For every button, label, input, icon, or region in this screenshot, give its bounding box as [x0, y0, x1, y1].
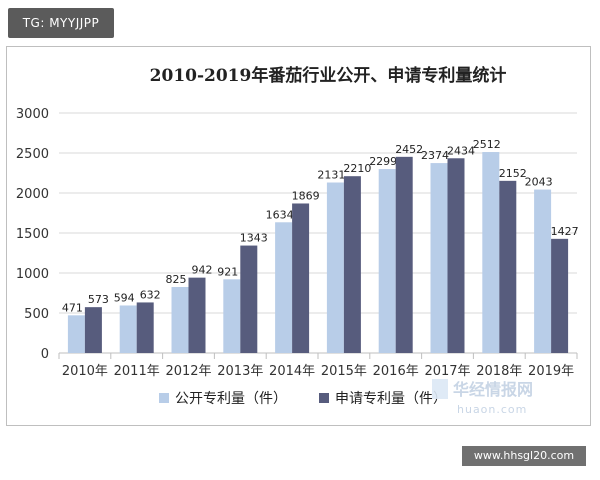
- bar-published: [171, 287, 189, 353]
- bar-applied: [84, 307, 102, 353]
- data-label: 2452: [395, 143, 423, 156]
- data-label: 2434: [447, 144, 475, 157]
- y-tick-label: 0: [41, 347, 49, 362]
- data-label: 2131: [317, 169, 345, 182]
- x-tick-label: 2019年: [528, 364, 574, 379]
- bar-published: [67, 315, 85, 353]
- watermark-tag: TG: MYYJJPP: [8, 8, 114, 38]
- data-label: 1427: [551, 225, 579, 238]
- x-tick-label: 2010年: [62, 364, 108, 379]
- bar-applied: [499, 180, 517, 353]
- data-label: 921: [217, 265, 238, 278]
- brand-watermark-url: huaon.com: [457, 403, 527, 416]
- data-label: 1634: [266, 208, 294, 221]
- brand-logo: [432, 379, 448, 399]
- bar-applied: [292, 203, 310, 353]
- bar-published: [378, 169, 396, 353]
- bar-applied: [240, 245, 258, 353]
- bar-applied: [447, 158, 465, 353]
- bar-published: [430, 163, 448, 353]
- bar-applied: [343, 176, 361, 353]
- data-label: 942: [192, 264, 213, 277]
- legend-swatch: [159, 393, 169, 403]
- data-label: 2210: [343, 162, 371, 175]
- x-tick-label: 2013年: [217, 364, 263, 379]
- data-label: 632: [140, 288, 161, 301]
- data-label: 594: [114, 291, 135, 304]
- data-label: 2043: [525, 176, 553, 189]
- bar-published: [119, 305, 137, 353]
- chart-frame: 2010-2019年番茄行业公开、申请专利量统计 0 500 1000 1500 2000…: [6, 46, 591, 426]
- site-watermark: www.hhsgl20.com: [462, 446, 586, 466]
- legend-swatch: [319, 393, 329, 403]
- bar-published: [534, 189, 552, 353]
- bar-applied: [136, 302, 154, 353]
- y-tick-label: 3000: [16, 107, 49, 122]
- y-tick-label: 1500: [16, 227, 49, 242]
- y-tick-label: 2500: [16, 147, 49, 162]
- bar-published: [223, 279, 241, 353]
- x-tick-label: 2012年: [165, 364, 211, 379]
- data-label: 471: [62, 301, 83, 314]
- bar-published: [482, 152, 500, 353]
- brand-watermark: 华经情报网: [453, 380, 533, 399]
- x-tick-label: 2016年: [373, 364, 419, 379]
- y-tick-label: 500: [24, 307, 49, 322]
- data-label: 2512: [473, 138, 501, 151]
- data-label: 825: [166, 273, 187, 286]
- data-label: 1343: [240, 232, 268, 245]
- x-tick-label: 2017年: [424, 364, 470, 379]
- y-tick-label: 1000: [16, 267, 49, 282]
- data-label: 2374: [421, 149, 449, 162]
- data-label: 573: [88, 293, 109, 306]
- legend-entry: 申请专利量（件）: [335, 391, 447, 407]
- x-tick-label: 2015年: [321, 364, 367, 379]
- x-tick-label: 2014年: [269, 364, 315, 379]
- bar-chart: 2010-2019年番茄行业公开、申请专利量统计 0 500 1000 1500 2000…: [16, 65, 579, 416]
- data-label: 1869: [292, 189, 320, 202]
- data-label: 2152: [499, 167, 527, 180]
- bar-published: [326, 182, 344, 353]
- chart-title: 2010-2019年番茄行业公开、申请专利量统计: [150, 65, 507, 86]
- bar-applied: [551, 238, 569, 353]
- legend-entry: 公开专利量（件）: [175, 391, 287, 407]
- data-label: 2299: [369, 155, 397, 168]
- x-tick-label: 2011年: [114, 364, 160, 379]
- x-tick-label: 2018年: [476, 364, 522, 379]
- bar-published: [275, 222, 293, 353]
- bar-applied: [395, 156, 413, 353]
- y-tick-label: 2000: [16, 187, 49, 202]
- bar-applied: [188, 277, 206, 353]
